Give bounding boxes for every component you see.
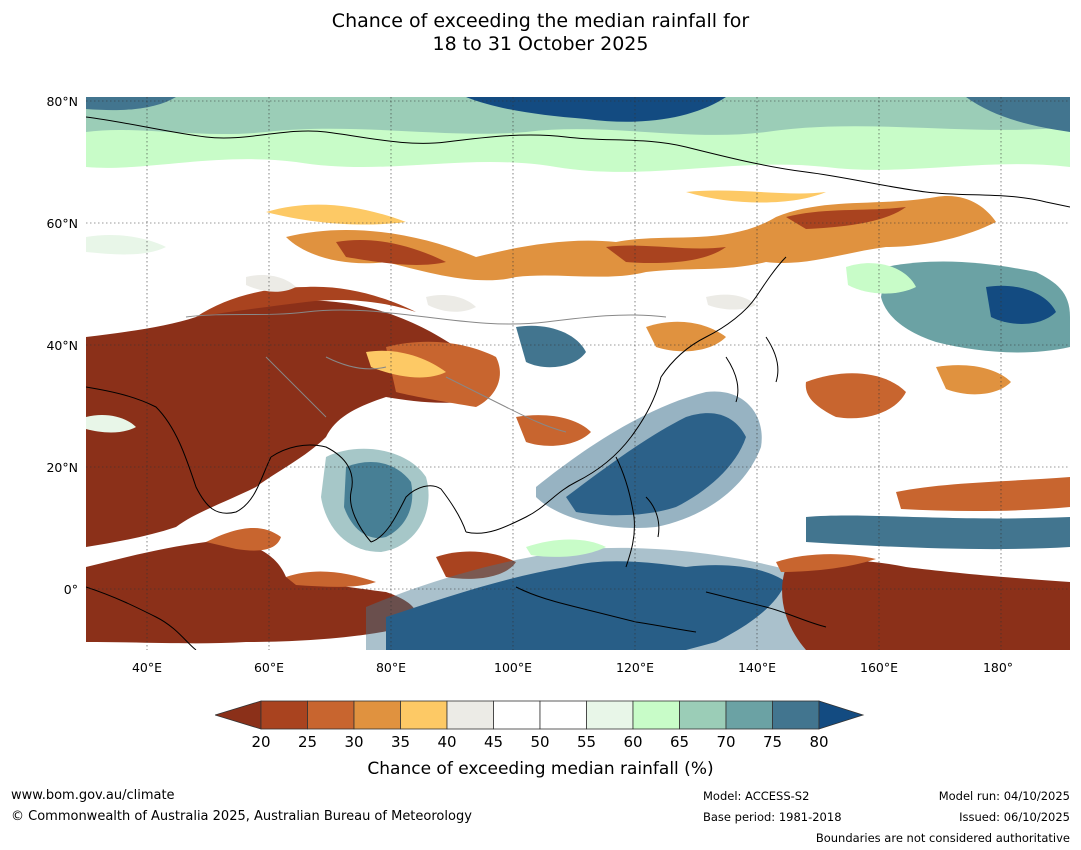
lon-label-140e: 140°E — [737, 660, 777, 675]
colorbar-tick-label: 80 — [809, 733, 829, 751]
mid-pacific-dry — [805, 373, 906, 419]
lon-label-100e: 100°E — [493, 660, 533, 675]
lon-label-180: 180° — [982, 660, 1014, 675]
png-dry-edge — [776, 554, 876, 572]
indonesia-green-edge — [526, 539, 606, 557]
colorbar-tick-label: 35 — [390, 733, 411, 751]
colorbar-tick-label: 30 — [344, 733, 364, 751]
colorbar-tick-label: 20 — [251, 733, 271, 751]
footer-disclaimer: Boundaries are not considered authoritat… — [815, 831, 1070, 845]
lon-label-160e: 160°E — [859, 660, 899, 675]
title-line-2: 18 to 31 October 2025 — [432, 33, 649, 55]
footer-copyright: © Commonwealth of Australia 2025, Austra… — [11, 809, 472, 824]
colorbar-tick-label: 70 — [716, 733, 736, 751]
colorbar-segment — [446, 700, 494, 730]
north-pacific-green — [846, 263, 916, 294]
arctic-deep-region-3 — [966, 97, 1070, 132]
colorbar-segment — [493, 700, 541, 730]
north-pacific-wet-region — [881, 261, 1070, 353]
lon-label-80e: 80°E — [375, 660, 407, 675]
korea-japan-dry — [646, 321, 726, 352]
arctic-deep-region-2 — [86, 97, 176, 111]
arabian-sea-dry — [436, 551, 516, 579]
mid-pacific-band — [896, 477, 1070, 512]
east-africa-edge — [206, 527, 376, 587]
siberia-dry-core — [336, 207, 906, 265]
colorbar — [215, 700, 865, 730]
colorbar-segment — [772, 700, 820, 730]
colorbar-tick-label: 25 — [297, 733, 318, 751]
colorbar-segment — [679, 700, 727, 730]
colorbar-tick-label: 75 — [762, 733, 783, 751]
colorbar-segment — [353, 700, 401, 730]
india-yellow-patch — [366, 350, 446, 378]
footer-issued: Issued: 06/10/2025 — [959, 810, 1070, 824]
png-dry-region — [782, 560, 1070, 650]
lat-label-40n: 40°N — [46, 338, 78, 353]
scs-ring — [536, 391, 762, 528]
colorbar-under-triangle — [215, 700, 262, 730]
mid-pacific-dry-2 — [936, 365, 1011, 395]
indonesia-wet-region — [386, 561, 786, 650]
coastlines — [86, 116, 1070, 650]
colorbar-segment — [586, 700, 634, 730]
map-title: Chance of exceeding the median rainfall … — [0, 10, 1081, 56]
colorbar-segment — [632, 700, 680, 730]
title-line-1: Chance of exceeding the median rainfall … — [331, 10, 750, 32]
colorbar-segment — [400, 700, 448, 730]
colorbar-segment — [260, 700, 308, 730]
graticule — [86, 97, 1070, 650]
lon-label-60e: 60°E — [253, 660, 285, 675]
lon-label-40e: 40°E — [131, 660, 163, 675]
footer-website[interactable]: www.bom.gov.au/climate — [11, 788, 175, 803]
colorbar-label: Chance of exceeding median rainfall (%) — [367, 759, 714, 779]
colorbar-segment — [539, 700, 587, 730]
country-borders — [185, 309, 667, 433]
north-pacific-deep — [986, 285, 1056, 324]
mid-pacific-wet-band — [806, 515, 1070, 550]
indonesia-ring — [366, 547, 806, 650]
footer-base-period: Base period: 1981-2018 — [703, 810, 842, 824]
lon-label-120e: 120°E — [615, 660, 655, 675]
footer-model: Model: ACCESS-S2 — [703, 789, 810, 803]
china-orange-patch — [516, 415, 591, 446]
colorbar-segment — [307, 700, 355, 730]
rainfall-map-svg — [86, 97, 1070, 650]
east-africa-dry-region — [86, 541, 417, 644]
arctic-deep-region — [466, 97, 726, 122]
colorbar-tick-label: 60 — [623, 733, 643, 751]
bay-of-bengal-ring — [321, 448, 429, 552]
colorbar-tick-label: 50 — [530, 733, 550, 751]
lat-label-0: 0° — [63, 582, 78, 597]
colorbar-tick-label: 55 — [576, 733, 597, 751]
colorbar-segment — [725, 700, 773, 730]
lat-label-20n: 20°N — [46, 460, 78, 475]
east-asia-teal — [516, 325, 586, 368]
colorbar-over-triangle — [818, 700, 865, 730]
lat-label-80n: 80°N — [46, 94, 78, 109]
footer-model-run: Model run: 04/10/2025 — [938, 789, 1070, 803]
colorbar-tick-label: 45 — [483, 733, 504, 751]
middle-east-transition — [196, 286, 416, 317]
colorbar-tick-label: 40 — [437, 733, 457, 751]
colorbar-tick-label: 65 — [669, 733, 690, 751]
siberia-light-patches — [266, 190, 826, 225]
lat-label-60n: 60°N — [46, 216, 78, 231]
rainfall-map — [86, 97, 1070, 650]
